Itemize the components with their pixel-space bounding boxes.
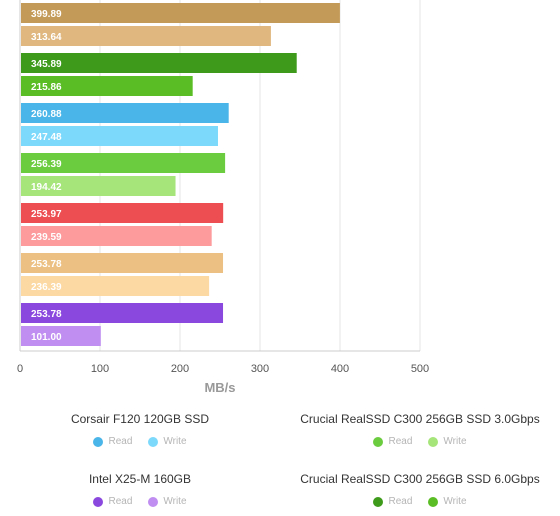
bar-write xyxy=(21,26,271,46)
legend-label-read: Read xyxy=(388,496,413,507)
legend-dot-icon xyxy=(428,496,439,507)
legend-dot-icon xyxy=(93,496,104,507)
bar-write xyxy=(21,126,218,146)
bar-write xyxy=(21,276,210,296)
bar-write xyxy=(21,326,101,346)
bar-value-label: 313.64 xyxy=(31,32,62,43)
bar-write xyxy=(21,226,212,246)
legend-dot-icon xyxy=(148,496,159,507)
bar-value-label: 253.78 xyxy=(31,309,62,320)
bar-value-label: 215.86 xyxy=(31,82,62,93)
bar-value-label: 399.89 xyxy=(31,9,62,20)
legend-item-read[interactable]: Read xyxy=(93,496,132,507)
bar-read xyxy=(21,153,226,173)
bar-value-label: 236.39 xyxy=(31,282,62,293)
legend-title: Corsair F120 120GB SSD xyxy=(70,412,210,426)
legend-group-corsair: Corsair F120 120GB SSD Read Write xyxy=(0,412,280,447)
bar-value-label: 247.48 xyxy=(31,132,62,143)
bar-value-label: 239.59 xyxy=(31,232,62,243)
bar-read xyxy=(21,203,224,223)
x-tick-label: 500 xyxy=(411,363,429,375)
legend-label-write: Write xyxy=(443,436,467,447)
legend-group-crucial-6gbps: Crucial RealSSD C300 256GB SSD 6.0Gbps R… xyxy=(280,472,560,507)
legend-item-read[interactable]: Read xyxy=(373,496,412,507)
legend-dot-icon xyxy=(428,436,439,447)
bar-value-label: 101.00 xyxy=(31,332,62,343)
legend-item-read[interactable]: Read xyxy=(93,436,132,447)
legend-label-read: Read xyxy=(388,436,413,447)
legend-item-write[interactable]: Write xyxy=(428,496,467,507)
bar-read xyxy=(21,3,340,23)
legend-label-read: Read xyxy=(108,496,133,507)
bar-read xyxy=(21,253,224,273)
legend-label-write: Write xyxy=(443,496,467,507)
x-tick-label: 300 xyxy=(251,363,269,375)
legend-label-read: Read xyxy=(108,436,133,447)
x-tick-label: 200 xyxy=(171,363,189,375)
bar-value-label: 260.88 xyxy=(31,109,62,120)
x-tick-label: 100 xyxy=(91,363,109,375)
bar-value-label: 253.78 xyxy=(31,259,62,270)
x-axis-title: MB/s xyxy=(204,380,235,395)
legend-dot-icon xyxy=(373,436,384,447)
legend-title: Intel X25-M 160GB xyxy=(88,472,192,486)
bar-chart: 0 100 200 300 400 500 MB/s 399.89 313.64 345.89 21… xyxy=(17,0,429,395)
bar-read xyxy=(21,103,229,123)
x-tick-label: 400 xyxy=(331,363,349,375)
legend-label-write: Write xyxy=(163,496,187,507)
bar-read xyxy=(21,53,297,73)
legend-dot-icon xyxy=(93,436,104,447)
x-tick-label: 0 xyxy=(17,363,23,375)
legend-group-intel: Intel X25-M 160GB Read Write xyxy=(0,472,280,507)
bar-write xyxy=(21,176,176,196)
bar-value-label: 253.97 xyxy=(31,209,62,220)
legend-dot-icon xyxy=(148,436,159,447)
bar-value-label: 256.39 xyxy=(31,159,62,170)
legend-title: Crucial RealSSD C300 256GB SSD 6.0Gbps xyxy=(300,472,540,486)
bar-value-label: 194.42 xyxy=(31,182,62,193)
legend-group-crucial-3gbps: Crucial RealSSD C300 256GB SSD 3.0Gbps R… xyxy=(280,412,560,447)
legend-dot-icon xyxy=(373,496,384,507)
legend-item-read[interactable]: Read xyxy=(373,436,412,447)
legend-item-write[interactable]: Write xyxy=(148,436,187,447)
bar-read xyxy=(21,303,224,323)
legend-title: Crucial RealSSD C300 256GB SSD 3.0Gbps xyxy=(300,412,540,426)
legend-label-write: Write xyxy=(163,436,187,447)
bar-write xyxy=(21,76,193,96)
legend-item-write[interactable]: Write xyxy=(428,436,467,447)
legend-item-write[interactable]: Write xyxy=(148,496,187,507)
bar-value-label: 345.89 xyxy=(31,59,62,70)
